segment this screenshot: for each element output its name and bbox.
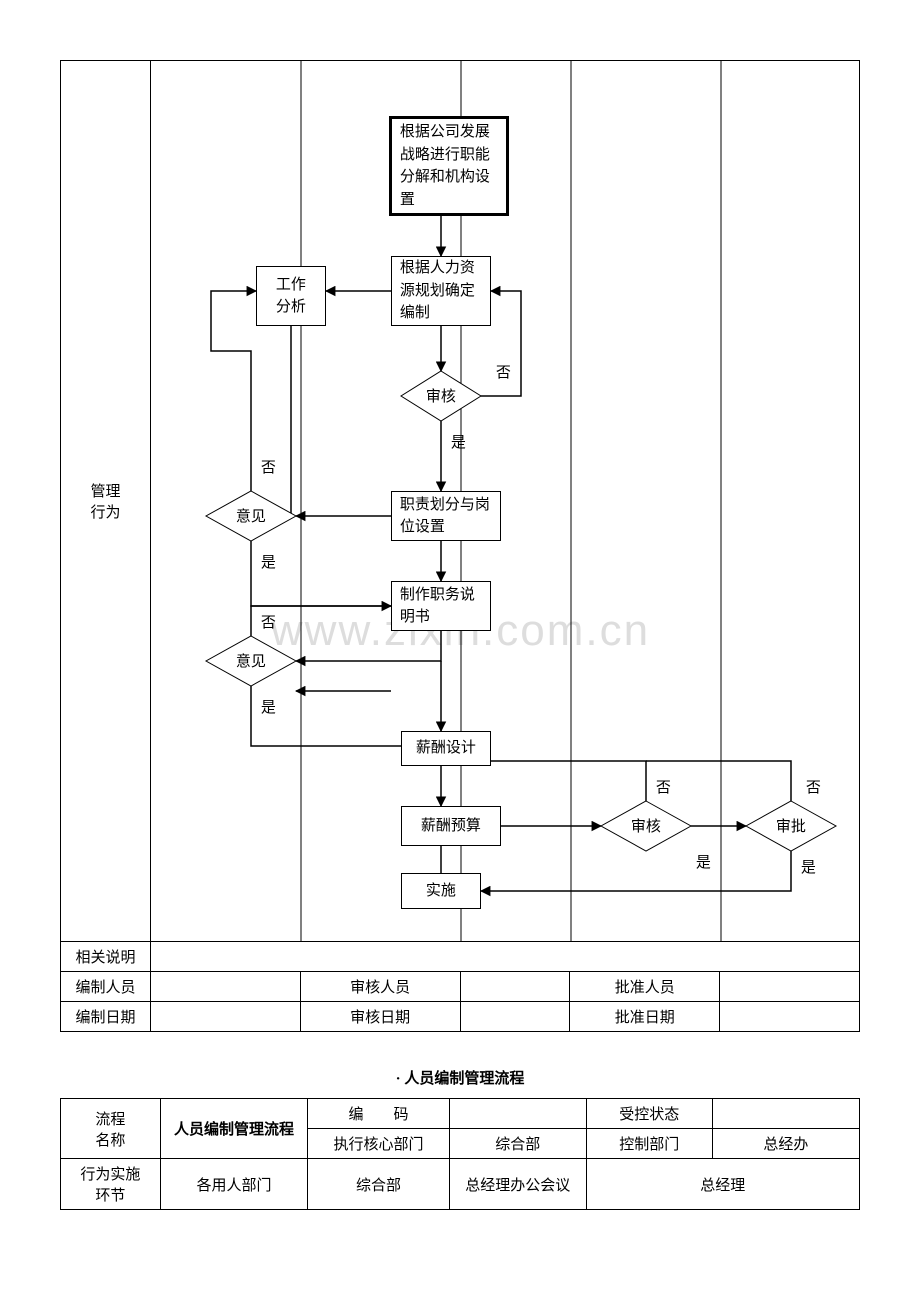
label-d5-yes: 是 [801,856,816,877]
s2-d3: 综合部 [308,1159,450,1210]
node-d4: 审核 [626,816,666,839]
node-n1: 根据公司发展战略进行职能分解和机构设置 [389,116,509,216]
node-n7: 薪酬预算 [401,806,501,846]
s2-d5: 总经理 [586,1159,859,1210]
node-n5: 制作职务说明书 [391,581,491,631]
s2-c2: 综合部 [449,1129,586,1159]
node-d3: 意见 [231,651,271,674]
s2-c1: 执行核心部门 [308,1129,450,1159]
footer-r2b: 审核人员 [300,972,460,1002]
s2-c3: 控制部门 [586,1129,712,1159]
footer-r3c: 批准日期 [570,1002,720,1032]
s2-a1: 流程 名称 [61,1099,161,1159]
s2-c4: 总经办 [712,1129,859,1159]
footer-r2c: 批准人员 [570,972,720,1002]
label-d4-no: 否 [656,776,671,797]
node-n3: 工作 分析 [256,266,326,326]
label-d3-no: 否 [261,611,276,632]
footer-r2a: 编制人员 [61,972,151,1002]
node-n4: 职责划分与岗位设置 [391,491,501,541]
node-n2: 根据人力资源规划确定编制 [391,256,491,326]
flowchart-table: 管理 行为 www.zixin.com.cn [60,60,860,1032]
label-d1-yes: 是 [451,431,466,452]
s2-d2: 各用人部门 [160,1159,307,1210]
footer-r1: 相关说明 [61,942,151,972]
s2-a2: 人员编制管理流程 [160,1099,307,1159]
label-d2-yes: 是 [261,551,276,572]
section2-table: 流程 名称 人员编制管理流程 编 码 受控状态 执行核心部门 综合部 控制部门 … [60,1098,860,1210]
footer-r3a: 编制日期 [61,1002,151,1032]
node-d5: 审批 [771,816,811,839]
node-n6: 薪酬设计 [401,731,491,766]
node-n8: 实施 [401,873,481,909]
s2-d4: 总经理办公会议 [449,1159,586,1210]
flow-canvas: www.zixin.com.cn [151,61,859,941]
node-d1: 审核 [421,386,461,409]
label-d1-no: 否 [496,361,511,382]
row-label-cell: 管理 行为 [61,61,151,942]
label-d2-no: 否 [261,456,276,477]
footer-r3b: 审核日期 [300,1002,460,1032]
label-d3-yes: 是 [261,696,276,717]
s2-b4 [712,1099,859,1129]
label-d5-no: 否 [806,776,821,797]
s2-b2 [449,1099,586,1129]
label-d4-yes: 是 [696,851,711,872]
s2-b1: 编 码 [308,1099,450,1129]
s2-d1: 行为实施 环节 [61,1159,161,1210]
s2-b3: 受控状态 [586,1099,712,1129]
section2-title: · 人员编制管理流程 [60,1067,860,1088]
node-d2: 意见 [231,506,271,529]
